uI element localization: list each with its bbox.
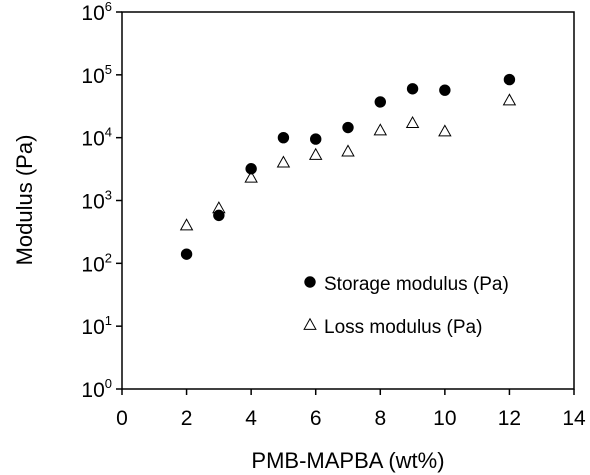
legend-storage-label: Storage modulus (Pa) (324, 274, 509, 295)
x-tick-label: 10 (433, 407, 456, 430)
x-tick-label: 0 (116, 407, 128, 430)
y-axis-title: Modulus (Pa) (12, 135, 37, 266)
storage-modulus-point (310, 133, 322, 145)
storage-modulus-point (180, 248, 193, 260)
storage-modulus-point (503, 73, 516, 86)
y-tick-label: 100 (81, 376, 112, 402)
loss-modulus-point (373, 123, 388, 136)
y-tick-label: 105 (81, 62, 112, 88)
loss-modulus-point (438, 124, 452, 137)
x-tick-label: 2 (181, 407, 193, 430)
storage-modulus-point (245, 163, 257, 175)
x-tick-label: 6 (310, 407, 322, 430)
x-axis-title: PMB-MAPBA (wt%) (251, 448, 444, 473)
storage-modulus-point (342, 121, 354, 134)
loss-modulus-point (179, 218, 194, 231)
y-tick-label: 103 (81, 188, 112, 214)
y-tick-label: 101 (81, 313, 112, 339)
x-tick-label: 8 (374, 407, 386, 430)
legend-loss-label: Loss modulus (Pa) (324, 317, 482, 338)
storage-modulus-point (439, 84, 451, 96)
loss-modulus-point (341, 144, 355, 157)
y-tick-label: 104 (81, 125, 112, 151)
loss-modulus-point (405, 115, 420, 129)
y-tick-label: 106 (81, 0, 112, 25)
storage-modulus-point (406, 83, 419, 95)
loss-modulus-point (308, 147, 323, 160)
ticks: 0 2 4 6 8 10 12 14 100 101 102 103 104 105 106 (81, 0, 586, 430)
x-tick-label: 14 (562, 407, 586, 430)
legend-storage-marker (304, 276, 316, 288)
loss-modulus-series (179, 93, 517, 231)
storage-modulus-point (213, 209, 225, 222)
legend-loss-marker (303, 317, 317, 330)
storage-modulus-point (374, 96, 386, 108)
loss-modulus-point (276, 155, 291, 168)
storage-modulus-series (180, 73, 516, 260)
x-tick-label: 12 (498, 407, 521, 430)
legend: Storage modulus (Pa) Loss modulus (Pa) (303, 274, 509, 338)
x-tick-label: 4 (245, 407, 257, 430)
loss-modulus-point (502, 93, 517, 106)
storage-modulus-point (277, 131, 290, 144)
y-tick-label: 102 (81, 250, 112, 276)
data-markers (179, 73, 517, 260)
loss-modulus-point (244, 170, 258, 183)
